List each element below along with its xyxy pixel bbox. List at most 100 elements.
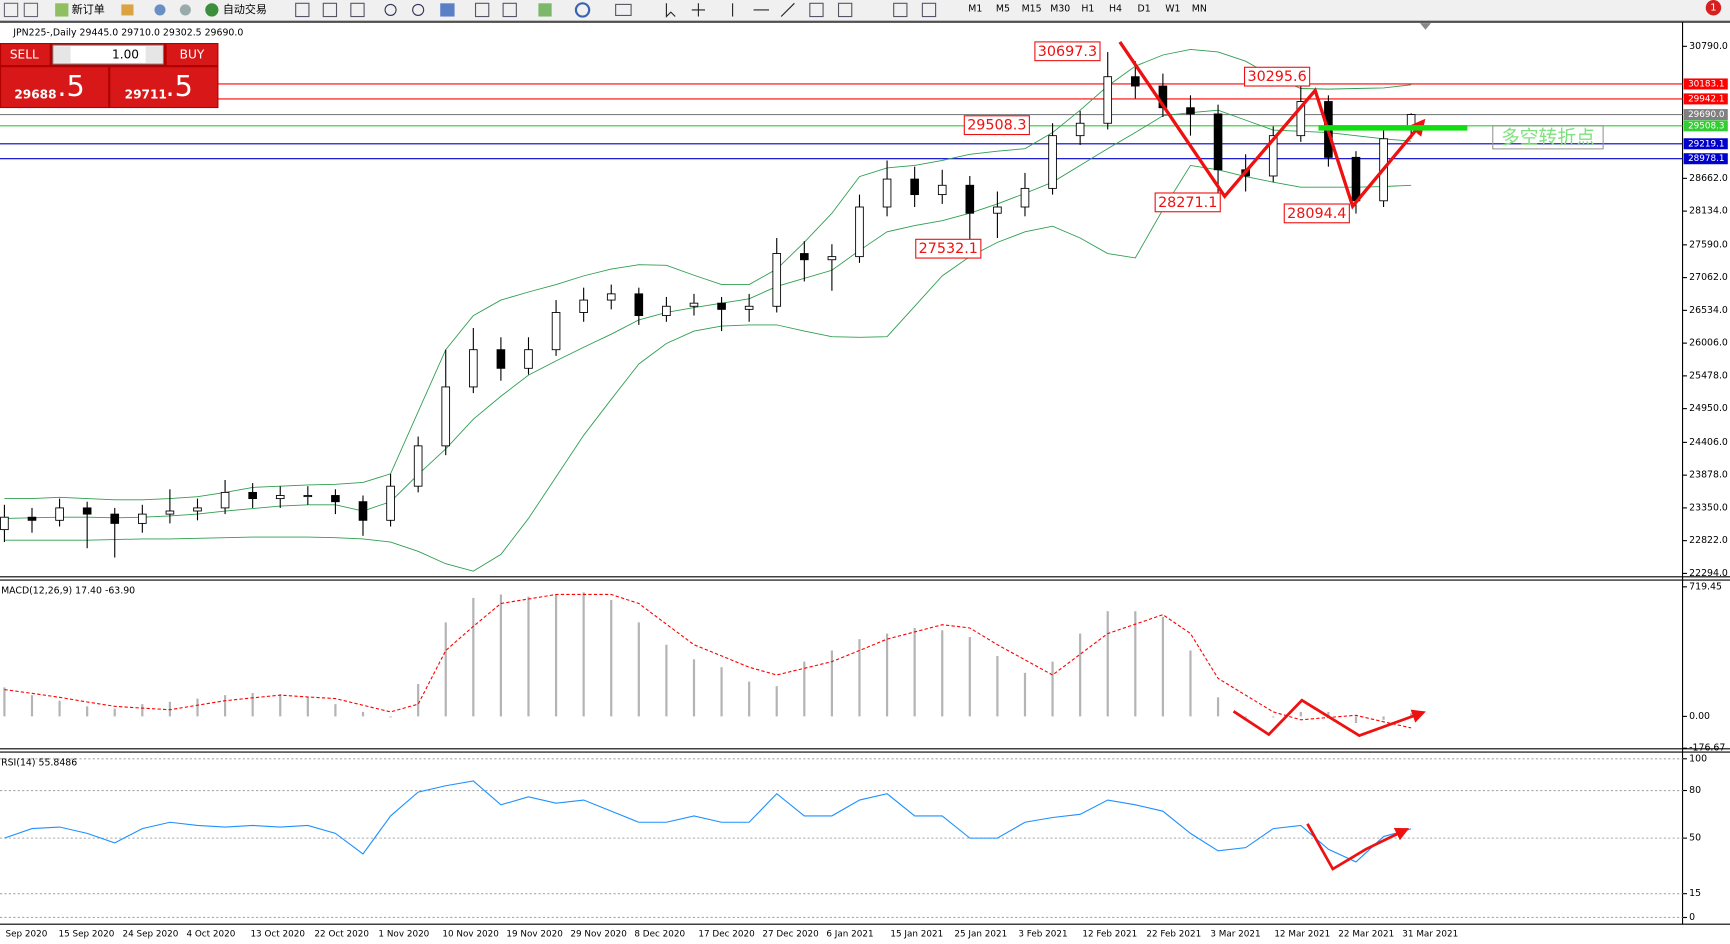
icon[interactable] [440, 3, 455, 17]
y-tick-label: 22822.0 [1689, 535, 1728, 546]
panel-title: JPN225-,Daily 29445.0 29710.0 29302.5 29… [12, 28, 243, 39]
icon[interactable] [615, 3, 632, 16]
annotation-box [1283, 203, 1350, 224]
x-tick-label: 3 Mar 2021 [1210, 930, 1260, 940]
macd-bar [306, 697, 309, 717]
buy-price[interactable]: 29711 [125, 87, 167, 101]
icon[interactable] [55, 3, 69, 17]
toolbar [0, 0, 1730, 21]
sell-price[interactable]: 29688 [14, 87, 56, 101]
candle-body [579, 299, 588, 313]
price-level-label: 29219.1 [1688, 139, 1724, 149]
pattern-label: 多空转折点 [1501, 126, 1595, 148]
timeframe-button[interactable]: D1 [1138, 3, 1151, 14]
y-tick-label: 23350.0 [1689, 502, 1728, 513]
icon[interactable] [295, 2, 310, 18]
annotation-box [1243, 66, 1311, 87]
icon[interactable] [350, 2, 365, 18]
new-order-button[interactable]: 新订单 [72, 2, 105, 16]
icon[interactable] [691, 3, 706, 17]
icon[interactable] [665, 3, 676, 18]
lot-up[interactable] [145, 46, 163, 63]
sell-pips[interactable]: .5 [57, 69, 84, 103]
price-level-tag [1683, 109, 1728, 121]
macd-bar [692, 659, 696, 717]
buy-price-box[interactable] [110, 67, 218, 107]
x-tick-label: 29 Nov 2020 [570, 930, 627, 940]
pattern-label-box [1492, 125, 1604, 150]
icon[interactable] [921, 2, 937, 18]
x-tick-label: 6 Jan 2021 [826, 930, 873, 940]
annotation: 30697.3 [1038, 44, 1097, 60]
icon[interactable] [179, 4, 191, 16]
x-tick-label: 22 Mar 2021 [1338, 930, 1394, 940]
lot-value[interactable]: 1.00 [112, 48, 139, 62]
buy-pips[interactable]: .5 [165, 69, 192, 103]
macd-bar [251, 692, 254, 717]
icon[interactable] [121, 4, 134, 16]
candle-body [1351, 156, 1361, 202]
candle-body [1131, 76, 1140, 87]
timeframe-button[interactable]: H4 [1109, 3, 1122, 14]
icon[interactable] [502, 2, 517, 18]
timeframe-button[interactable]: M5 [996, 3, 1010, 14]
annotation: 28271.1 [1158, 195, 1217, 211]
icon[interactable] [412, 3, 425, 16]
timeframe-button[interactable]: H1 [1081, 3, 1094, 14]
icon[interactable] [384, 3, 397, 16]
panel-title: MACD(12,26,9) 17.40 -63.90 [1, 586, 135, 597]
candle-body [165, 510, 175, 515]
candle-body [1268, 135, 1278, 177]
candle-body [1213, 113, 1223, 171]
icon[interactable] [780, 2, 795, 17]
autotrade-button[interactable]: 自动交易 [223, 2, 267, 16]
macd-bar [554, 594, 558, 717]
icon[interactable] [809, 2, 824, 18]
icon[interactable] [574, 2, 591, 18]
y-tick-label: 23878.0 [1689, 470, 1728, 481]
macd-bar [417, 683, 420, 717]
macd-signal [4, 593, 1412, 729]
buy-button[interactable] [166, 44, 218, 66]
icon[interactable] [322, 2, 338, 18]
macd-bar [30, 695, 34, 717]
macd-bar [637, 622, 640, 717]
icon[interactable] [205, 3, 219, 17]
timeframe-button[interactable]: M1 [968, 3, 982, 14]
sell-price-box[interactable] [1, 67, 109, 107]
macd-bar [86, 706, 89, 717]
macd-bar [1272, 716, 1275, 718]
candle-body [551, 312, 561, 351]
annotation: 28094.4 [1287, 206, 1346, 222]
y-tick-label: 719.45 [1689, 581, 1722, 592]
lot-input[interactable] [52, 44, 164, 65]
x-tick-label: 1 Nov 2020 [378, 930, 429, 940]
bollinger-band [4, 109, 1412, 519]
macd-bar [168, 701, 172, 717]
y-tick-label: 27590.0 [1689, 239, 1728, 250]
icon[interactable] [893, 2, 908, 18]
icon[interactable] [538, 3, 552, 17]
x-tick-label: 25 Jan 2021 [954, 930, 1007, 940]
sell-label[interactable]: SELL [10, 48, 39, 62]
candle-body [138, 513, 147, 524]
candle-body [193, 507, 202, 512]
timeframe-button[interactable]: M30 [1050, 3, 1070, 14]
candle-body [496, 349, 506, 369]
timeframe-button[interactable]: M15 [1022, 3, 1042, 14]
timeframe-button[interactable]: W1 [1165, 3, 1180, 14]
lot-down[interactable] [54, 46, 71, 63]
buy-label[interactable]: BUY [180, 48, 205, 62]
icon[interactable] [837, 2, 853, 18]
price-level-tag [1683, 153, 1728, 165]
icon[interactable] [474, 2, 490, 18]
timeframe-button[interactable]: MN [1192, 3, 1207, 14]
notification-badge[interactable] [1705, 0, 1722, 16]
candle-body [937, 184, 947, 196]
sell-button[interactable] [1, 44, 50, 66]
trade-panel: SELL 1.00 BUY 29688 .5 29711 .5 [0, 43, 219, 109]
candle-body [965, 184, 975, 214]
icon[interactable] [154, 4, 166, 16]
price-level-label: 28978.1 [1688, 154, 1724, 164]
